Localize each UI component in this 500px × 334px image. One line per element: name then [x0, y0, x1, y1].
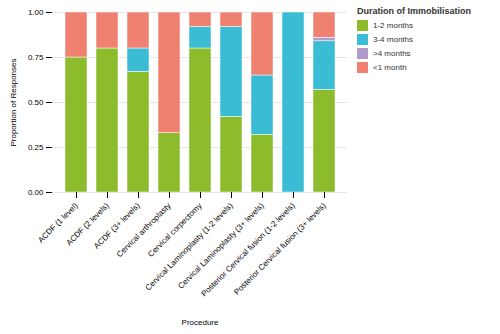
svg-text:Cervical corpectomy: Cervical corpectomy	[146, 201, 204, 259]
svg-text:0.00: 0.00	[28, 188, 44, 197]
svg-text:Cervical arthroplasty: Cervical arthroplasty	[115, 201, 173, 259]
svg-text:1.00: 1.00	[28, 8, 44, 17]
svg-text:Cervical Laminoplasty (3+ leve: Cervical Laminoplasty (3+ levels)	[176, 201, 266, 291]
html-text:Duration of Immobilisation: Duration of Immobilisation	[357, 6, 471, 16]
svg-text:ACDF (2 levels): ACDF (2 levels)	[64, 201, 111, 248]
svg-text:0.75: 0.75	[28, 53, 44, 62]
svg-text:0.25: 0.25	[28, 143, 44, 152]
svg-text:0.50: 0.50	[28, 98, 44, 107]
svg-text:ACDF (1 level): ACDF (1 level)	[36, 201, 80, 245]
html-text:<1 month: <1 month	[373, 63, 407, 72]
html-text:>4 months: >4 months	[373, 49, 411, 58]
html-text:1-2 months: 1-2 months	[373, 21, 413, 30]
svg-text:Procedure: Procedure	[182, 318, 219, 327]
svg-text:Posterior Cervical fusion (3+: Posterior Cervical fusion (3+ levels)	[232, 201, 328, 297]
svg-text:Posterior Cervical fusion (1-2: Posterior Cervical fusion (1-2 levels)	[199, 201, 297, 299]
svg-text:Proportion of Responses: Proportion of Responses	[9, 58, 18, 146]
svg-text:ACDF (3+ levels): ACDF (3+ levels)	[92, 201, 142, 251]
html-text:3-4 months: 3-4 months	[373, 35, 413, 44]
svg-text:Cervical Laminoplasty (1-2 lev: Cervical Laminoplasty (1-2 levels)	[143, 201, 235, 293]
